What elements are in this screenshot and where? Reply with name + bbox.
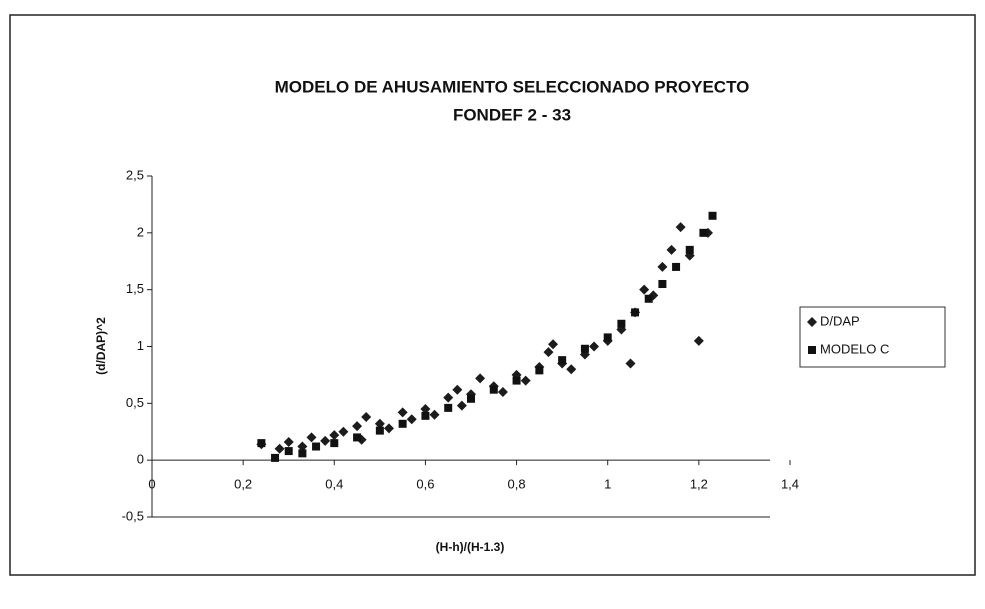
marker-diamond — [566, 364, 577, 375]
marker-square — [312, 442, 321, 451]
marker-square — [558, 356, 567, 365]
x-tick-label: 0 — [148, 477, 155, 492]
marker-diamond — [297, 441, 308, 452]
marker-square — [699, 228, 708, 237]
marker-diamond — [374, 418, 385, 429]
marker-square — [257, 439, 266, 448]
marker-diamond — [397, 407, 408, 418]
marker-diamond — [320, 435, 331, 446]
marker-square — [617, 319, 626, 328]
marker-square — [467, 394, 475, 403]
marker-diamond — [361, 411, 372, 422]
marker-diamond — [589, 341, 600, 352]
marker-square — [353, 433, 362, 442]
marker-diamond — [520, 375, 531, 386]
y-tick-label: 0,5 — [126, 395, 144, 410]
marker-square — [658, 279, 667, 288]
marker-diamond — [548, 339, 559, 350]
legend — [799, 306, 946, 368]
x-tick-label: 1,4 — [781, 477, 799, 492]
marker-square — [284, 447, 293, 456]
marker-diamond — [352, 421, 363, 432]
legend-label: MODELO C — [820, 341, 889, 356]
marker-diamond — [406, 414, 417, 425]
marker-diamond — [443, 392, 454, 403]
chart-frame — [9, 14, 976, 576]
marker-diamond — [456, 400, 467, 411]
y-tick-label: 0 — [137, 452, 144, 467]
marker-diamond — [429, 409, 440, 420]
marker-diamond — [497, 386, 508, 397]
marker-diamond — [543, 347, 554, 358]
marker-square — [603, 333, 612, 342]
marker-square — [375, 426, 384, 435]
x-tick-label: 0,8 — [508, 477, 526, 492]
marker-square — [330, 439, 339, 448]
marker-square — [685, 245, 694, 254]
marker-diamond — [274, 443, 285, 454]
marker-diamond — [283, 436, 294, 447]
x-axis-label: (H-h)/(H-1.3) — [436, 540, 505, 554]
marker-diamond — [420, 404, 431, 415]
y-tick-label: 2,5 — [126, 167, 144, 182]
marker-diamond — [475, 373, 486, 384]
y-tick-label: 2 — [137, 224, 144, 239]
x-tick-label: 1 — [604, 477, 611, 492]
marker-diamond — [338, 426, 349, 437]
marker-diamond — [329, 430, 340, 441]
marker-square — [644, 294, 653, 303]
x-tick-label: 0,4 — [325, 477, 343, 492]
marker-diamond — [383, 423, 394, 434]
marker-square — [631, 308, 640, 317]
legend-label: D/DAP — [820, 313, 860, 328]
marker-diamond — [675, 222, 686, 233]
marker-diamond — [693, 335, 704, 346]
chart-title: MODELO DE AHUSAMIENTO SELECCIONADO PROYE… — [275, 77, 750, 96]
marker-diamond — [639, 284, 650, 295]
marker-square — [298, 449, 307, 458]
marker-square — [421, 411, 430, 420]
marker-square — [398, 419, 407, 428]
y-tick-label: 1 — [137, 338, 144, 353]
marker-diamond — [807, 317, 817, 327]
marker-square — [535, 366, 544, 375]
marker-diamond — [306, 432, 317, 443]
marker-square — [512, 376, 521, 385]
x-tick-label: 1,2 — [690, 477, 708, 492]
y-axis-label: (d/DAP)^2 — [94, 317, 108, 375]
x-tick-label: 0,2 — [234, 477, 252, 492]
y-tick-label: 1,5 — [126, 281, 144, 296]
y-tick-label: -0,5 — [122, 508, 144, 523]
marker-diamond — [452, 384, 463, 395]
marker-square — [708, 211, 717, 220]
marker-square — [489, 385, 498, 394]
marker-diamond — [666, 244, 677, 255]
marker-square — [672, 262, 681, 271]
marker-diamond — [657, 261, 668, 272]
x-tick-label: 0,6 — [416, 477, 434, 492]
chart-title: FONDEF 2 - 33 — [453, 105, 571, 124]
marker-square — [271, 453, 280, 462]
marker-square — [580, 344, 589, 353]
marker-diamond — [625, 358, 636, 369]
marker-square — [444, 403, 453, 412]
marker-square — [808, 346, 816, 354]
